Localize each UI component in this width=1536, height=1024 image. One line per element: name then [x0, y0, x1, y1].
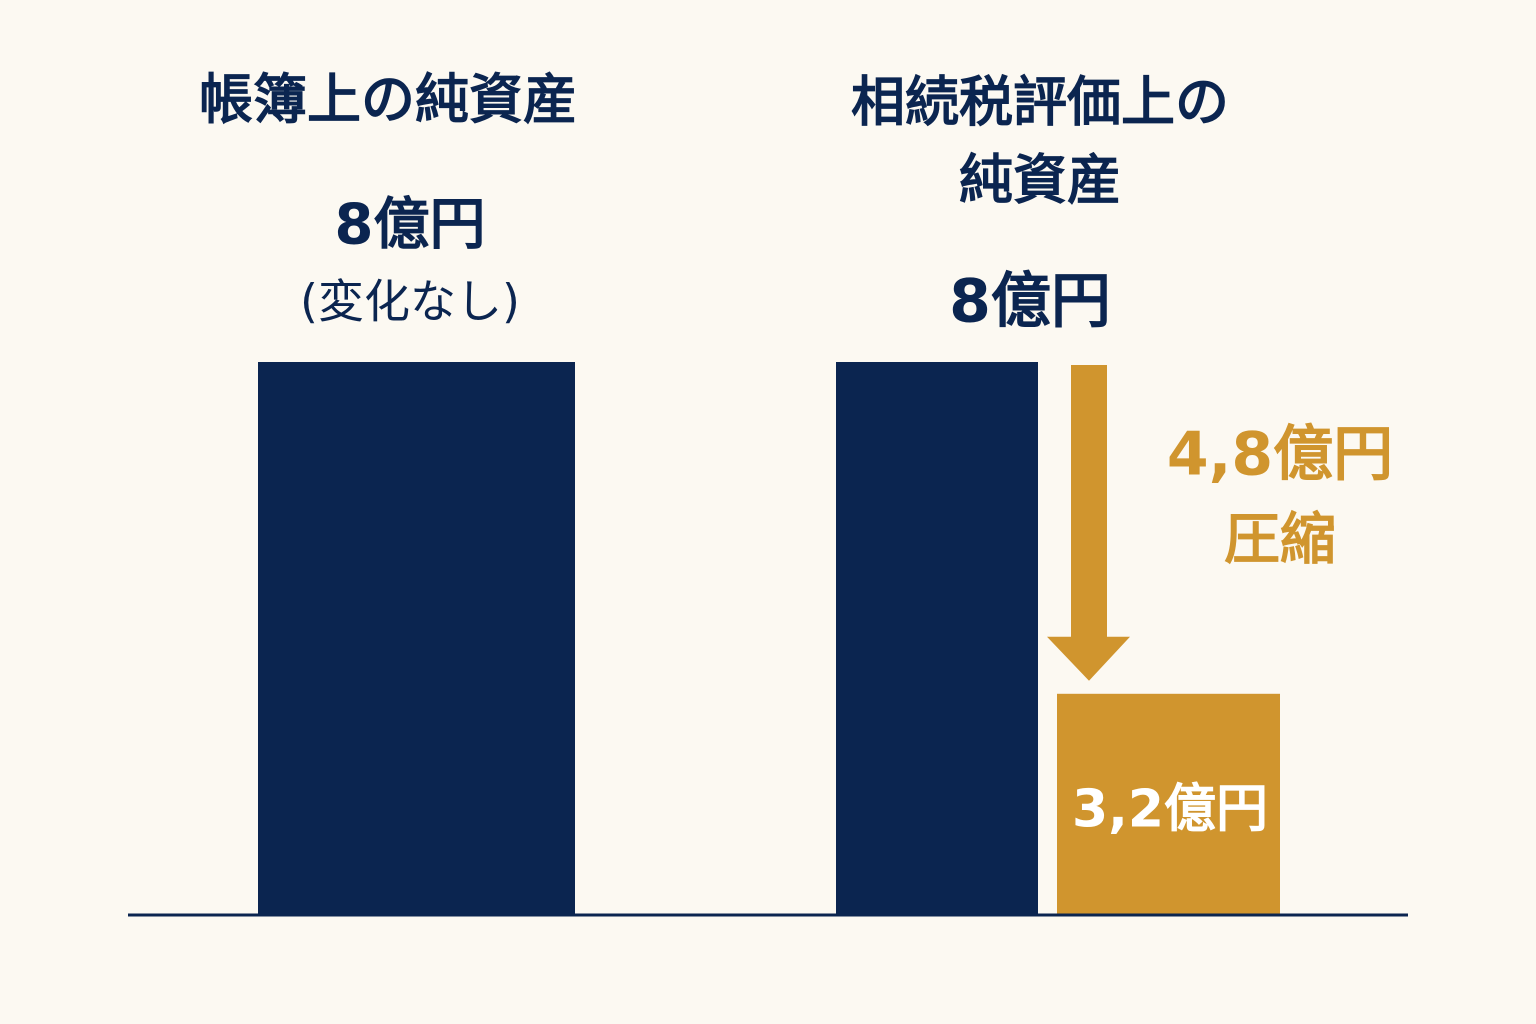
reduced-value-label: 3,2億円	[1071, 779, 1269, 840]
value-label: 8億円	[949, 266, 1111, 337]
bar	[258, 362, 575, 915]
reduction-arrow	[1047, 365, 1130, 681]
reduction-text: 圧縮	[1224, 507, 1336, 573]
bar	[836, 362, 1038, 915]
reduction-label: 4,8億円	[1166, 419, 1394, 490]
value-label: 8億円	[334, 192, 486, 258]
category-label: 帳簿上の純資産	[199, 67, 577, 131]
category-label: 相続税評価上の 純資産	[851, 70, 1229, 212]
annotation: (変化なし)	[300, 274, 520, 329]
reduced-bar	[1057, 693, 1280, 915]
